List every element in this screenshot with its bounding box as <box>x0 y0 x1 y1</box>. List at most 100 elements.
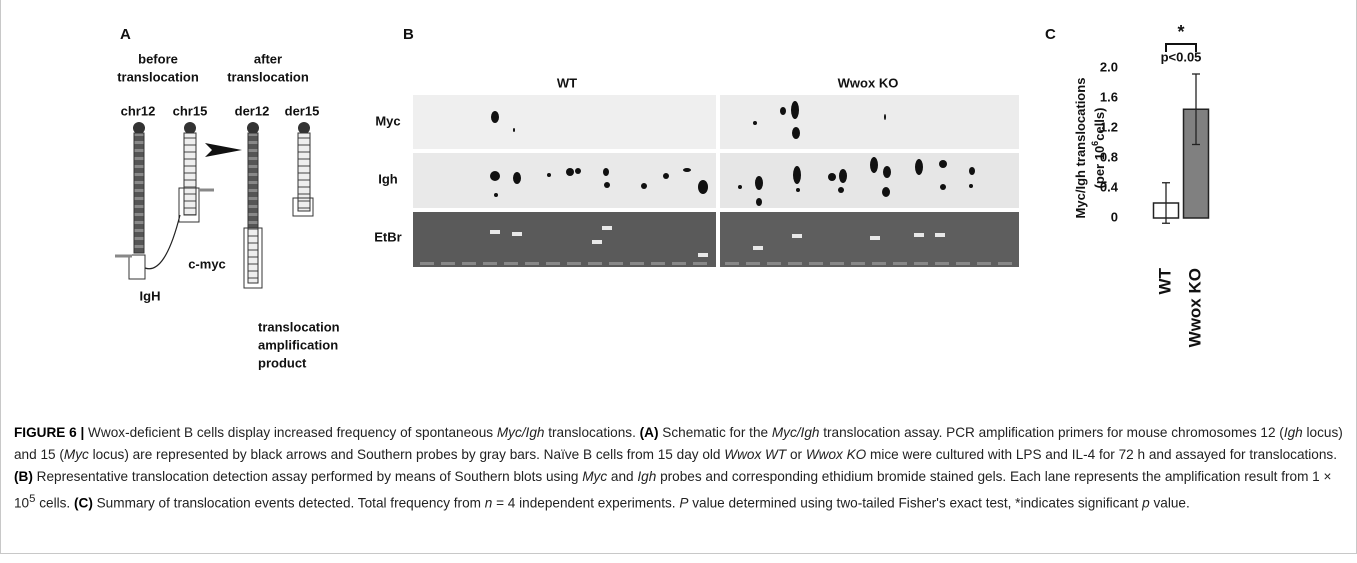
caption-text: Summary of translocation events detected… <box>92 495 485 511</box>
gel-band <box>494 193 498 197</box>
gel-band <box>791 101 799 119</box>
label: before <box>138 51 178 66</box>
caption-text: value. <box>1149 495 1190 511</box>
y-tick-label: 1.2 <box>1100 119 1118 134</box>
label-line: (per 10 <box>1092 146 1107 189</box>
gel-lane <box>609 262 623 265</box>
bar-chart: 0 0.4 0.8 1.2 1.6 2.0 Myc/Igh translocations (p… <box>1073 22 1210 347</box>
gel-band <box>884 114 886 120</box>
gel-band <box>604 182 610 188</box>
gel-band <box>753 121 757 125</box>
caption-text: Myc/Igh <box>496 425 545 440</box>
gel-lane <box>935 262 949 265</box>
gel-band <box>592 240 602 244</box>
caption-text: p <box>1142 495 1150 511</box>
gel-lane <box>525 262 539 265</box>
caption-text: P <box>679 495 689 511</box>
gel-band <box>513 172 521 184</box>
gel-lane <box>914 262 928 265</box>
gel-band <box>575 168 581 174</box>
caption-text: Myc <box>582 469 608 484</box>
figure: A before translocation after translocati… <box>115 22 1210 370</box>
error-bar <box>1162 182 1170 224</box>
gel-images <box>413 95 1019 267</box>
gel-band <box>935 233 945 237</box>
x-tick-label: WT <box>1155 267 1174 294</box>
figure-caption: FIGURE 6 | Wwox-deficient B cells displa… <box>14 422 1344 515</box>
caption-text: or <box>786 447 806 462</box>
gel-band <box>969 184 973 188</box>
gel-lane <box>998 262 1012 265</box>
error-bar <box>1192 73 1200 146</box>
caption-text: n <box>484 495 493 511</box>
caption-text: Igh <box>637 469 657 484</box>
gel-band <box>792 234 802 238</box>
caption-text: Representative translocation detection a… <box>32 469 583 484</box>
caption-text: translocation assay. PCR amplification p… <box>819 425 1284 440</box>
gel-band <box>753 246 763 250</box>
caption-text: Igh <box>1283 425 1303 440</box>
significance-bracket <box>1165 43 1197 52</box>
caption-text: Wwox KO <box>805 447 867 462</box>
gel-lane <box>693 262 707 265</box>
gel-lane <box>851 262 865 265</box>
label: chr12 <box>121 103 156 118</box>
superscript: 6 <box>1090 141 1100 146</box>
gel-lane <box>483 262 497 265</box>
row-label: EtBr <box>374 229 401 244</box>
gel-band <box>641 183 647 189</box>
gel-lane <box>630 262 644 265</box>
label: amplification <box>258 337 338 352</box>
label-line: cells) <box>1092 108 1107 141</box>
gel-band <box>738 185 742 189</box>
gel-band <box>838 187 844 193</box>
gel-lane <box>420 262 434 265</box>
label: after <box>254 51 282 66</box>
caption-text: (A) <box>639 425 659 440</box>
caption-text: mice were cultured with LPS and IL-4 for… <box>866 447 1337 462</box>
gel-band <box>914 233 924 237</box>
gel-band <box>491 111 499 123</box>
gel-band <box>663 173 669 179</box>
gel-band <box>513 128 515 132</box>
x-tick-label: Wwox KO <box>1185 268 1204 347</box>
gel-lane <box>893 262 907 265</box>
gel-lane <box>788 262 802 265</box>
gel-band <box>969 167 975 175</box>
gel-band <box>547 173 551 177</box>
gel-band <box>792 127 800 139</box>
caption-text: cells. <box>35 495 74 511</box>
y-tick-label: 1.6 <box>1100 89 1118 104</box>
gel-band <box>683 168 691 172</box>
gel-lane <box>504 262 518 265</box>
gel-band <box>490 171 500 181</box>
label: c-myc <box>188 256 226 271</box>
label: translocation <box>258 319 340 334</box>
gel-band <box>828 173 836 181</box>
gel-band <box>512 232 522 236</box>
gel-band <box>940 184 946 190</box>
caption-text: Myc <box>63 447 89 462</box>
gel-band <box>602 226 612 230</box>
caption-text: Myc/Igh <box>771 425 820 440</box>
gel-lane <box>441 262 455 265</box>
gel-band <box>603 168 609 176</box>
gel-lane <box>725 262 739 265</box>
gel-band <box>698 180 708 194</box>
label: chr15 <box>173 103 208 118</box>
gel-band <box>839 169 847 183</box>
row-label: Myc <box>375 113 400 128</box>
caption-text: Wwox-deficient B cells display increased… <box>84 425 497 440</box>
group-label: WT <box>557 75 577 90</box>
caption-text: FIGURE 6 | <box>14 425 85 440</box>
p-value: p<0.05 <box>1161 49 1202 64</box>
label-line: Myc/Igh translocations <box>1073 78 1088 219</box>
panel-label: B <box>403 26 414 43</box>
group-label: Wwox KO <box>838 75 899 90</box>
caption-text: locus) are represented by black arrows a… <box>88 447 725 462</box>
label: IgH <box>140 288 161 303</box>
gel-lane <box>872 262 886 265</box>
caption-text: value determined using two-tailed Fisher… <box>688 495 1143 511</box>
y-tick-label: 2.0 <box>1100 59 1118 74</box>
label: der12 <box>235 103 270 118</box>
